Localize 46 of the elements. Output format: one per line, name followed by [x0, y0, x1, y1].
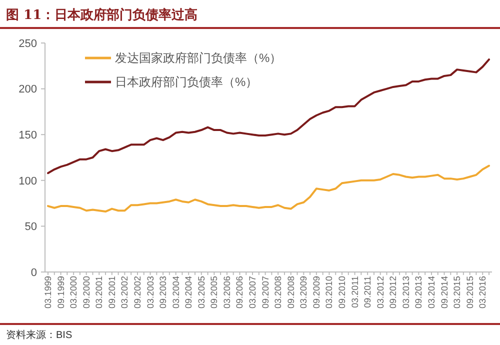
y-tick-label: 0 — [30, 266, 37, 279]
x-tick-label: 09.2012 — [388, 276, 398, 309]
x-tick-label: 09.2002 — [132, 276, 142, 309]
x-tick-label: 09.2008 — [286, 276, 296, 309]
y-tick-label: 50 — [24, 221, 37, 234]
x-tick-label: 09.2007 — [260, 276, 270, 309]
x-tick-label: 03.2000 — [68, 276, 79, 309]
x-tick-label: 09.2014 — [439, 276, 450, 309]
line-series — [47, 164, 490, 213]
y-tick-label: 100 — [18, 175, 37, 188]
x-tick-label: 09.1999 — [56, 276, 66, 309]
x-tick-label: 09.2009 — [311, 276, 322, 309]
legend-label: 日本政府部门负债率（%） — [115, 75, 258, 90]
x-tick-label: 09.2005 — [209, 276, 220, 309]
x-tick-label: 09.2006 — [234, 276, 245, 309]
x-tick-label: 03.2008 — [273, 276, 284, 309]
x-tick-label: 09.2010 — [337, 276, 347, 309]
x-tick-label: 03.1999 — [43, 276, 53, 309]
x-tick-label: 03.2009 — [298, 276, 309, 309]
x-tick-label: 03.2001 — [94, 276, 104, 309]
x-tick-label: 09.2015 — [464, 276, 475, 309]
x-tick-label: 03.2007 — [248, 276, 258, 309]
legend-label: 发达国家政府部门负债率（%） — [115, 51, 282, 66]
y-tick-label: 150 — [18, 129, 37, 142]
text: 资料来源：BIS — [6, 329, 72, 341]
x-tick-label: 03.2010 — [324, 276, 334, 309]
x-tick-label: 09.2004 — [184, 276, 194, 309]
x-tick-label: 03.2006 — [222, 276, 232, 309]
x-tick-label: 03.2012 — [375, 276, 386, 309]
x-tick-label: 03.2003 — [145, 276, 156, 309]
x-tick-label: 03.2016 — [478, 276, 488, 309]
x-tick-label: 09.2003 — [158, 276, 168, 309]
x-tick-label: 03.2013 — [400, 276, 411, 309]
x-tick-label: 03.2002 — [120, 276, 130, 309]
x-tick-label: 03.2004 — [170, 276, 181, 309]
chart-title: 图 11：日本政府部门负债率过高 — [6, 7, 198, 23]
x-tick-label: 09.2001 — [106, 276, 117, 309]
x-tick-label: 09.2000 — [81, 276, 92, 309]
x-tick-label: 03.2014 — [426, 276, 436, 309]
y-tick-label: 200 — [18, 84, 37, 96]
x-tick-label: 03.2015 — [452, 276, 462, 309]
x-tick-label: 03.2011 — [350, 276, 360, 308]
x-tick-label: 09.2011 — [362, 276, 373, 308]
x-tick-label: 09.2013 — [414, 276, 424, 309]
x-tick-label: 03.2005 — [196, 276, 206, 309]
y-tick-label: 250 — [18, 38, 37, 50]
